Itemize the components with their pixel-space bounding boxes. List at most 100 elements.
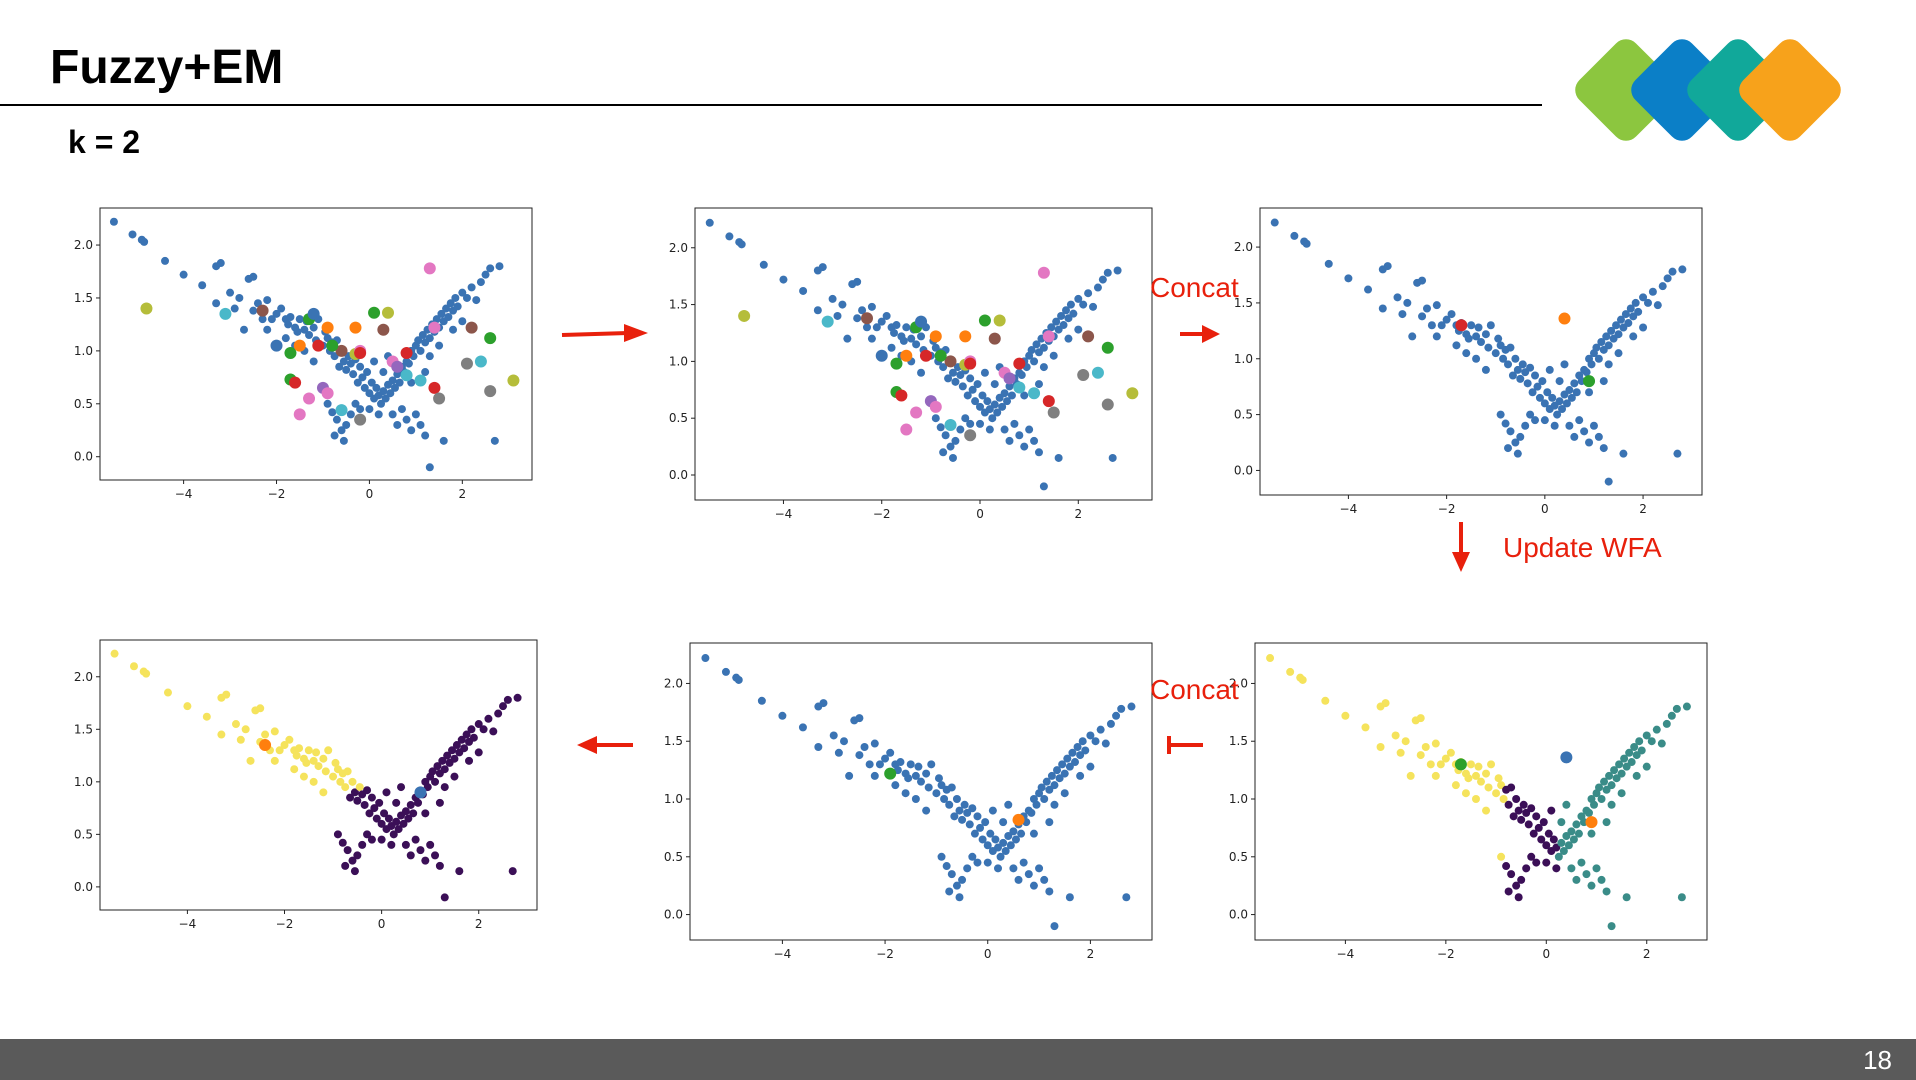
data-point <box>778 711 787 720</box>
data-point <box>386 389 395 398</box>
data-point <box>1507 870 1516 879</box>
data-point <box>343 846 352 855</box>
data-point <box>937 852 946 861</box>
cluster-center-point <box>284 346 297 359</box>
data-point <box>446 299 455 308</box>
brand-logo <box>1575 39 1841 141</box>
data-point <box>358 840 367 849</box>
cluster-center-point <box>978 314 991 327</box>
x-tick-label: 2 <box>1639 502 1647 516</box>
data-point <box>458 288 467 297</box>
data-point <box>479 725 488 734</box>
data-point <box>453 302 462 311</box>
data-point <box>961 414 970 423</box>
cluster-center-point <box>1012 813 1025 826</box>
data-point <box>1604 360 1613 369</box>
y-tick-label: 1.5 <box>74 291 93 305</box>
data-point <box>402 415 411 424</box>
data-point <box>1558 405 1567 414</box>
data-point <box>941 431 950 440</box>
data-point <box>1418 312 1427 321</box>
data-point <box>342 420 351 429</box>
data-point <box>932 789 941 798</box>
data-point <box>1017 371 1026 380</box>
x-tick-label: −4 <box>175 487 193 501</box>
data-point <box>1616 315 1625 324</box>
data-point <box>973 812 982 821</box>
data-point <box>1672 704 1681 713</box>
data-point <box>1663 274 1672 283</box>
data-point <box>1534 823 1543 832</box>
cluster-center-point <box>929 330 942 343</box>
concat-label-bottom: Concat <box>1150 674 1239 705</box>
data-point <box>1062 306 1071 315</box>
cluster-center-point <box>423 262 436 275</box>
data-point <box>1527 852 1536 861</box>
data-point <box>404 359 413 368</box>
data-point <box>1484 783 1493 792</box>
data-point <box>939 448 948 457</box>
arrow-left-1 <box>1167 736 1203 754</box>
data-point <box>462 293 471 302</box>
data-point <box>1086 762 1095 771</box>
data-point <box>1614 330 1623 339</box>
data-point <box>1607 781 1616 790</box>
data-point <box>226 288 235 297</box>
data-point <box>1482 806 1491 815</box>
x-tick-label: 2 <box>459 487 467 501</box>
cluster-center-point <box>1454 758 1467 771</box>
y-tick-label: 1.0 <box>74 344 93 358</box>
data-point <box>1604 477 1613 486</box>
data-point <box>1572 820 1581 829</box>
y-tick-label: 2.0 <box>74 670 93 684</box>
data-point <box>917 332 926 341</box>
data-point <box>1089 302 1098 311</box>
data-point <box>1627 758 1636 767</box>
cluster-center-point <box>821 315 834 328</box>
data-point <box>947 870 956 879</box>
arrow-right-2 <box>1180 325 1220 343</box>
data-point <box>295 315 304 324</box>
data-point <box>1025 425 1034 434</box>
data-point <box>1597 795 1606 804</box>
data-point <box>965 820 974 829</box>
data-point <box>328 408 337 417</box>
data-point <box>1011 835 1020 844</box>
data-point <box>421 809 430 818</box>
data-point <box>1643 298 1652 307</box>
data-point <box>267 315 276 324</box>
data-point <box>757 696 766 705</box>
data-point <box>1562 831 1571 840</box>
data-point <box>858 306 867 315</box>
data-point <box>1564 841 1573 850</box>
data-point <box>1000 425 1009 434</box>
data-point <box>1039 343 1048 352</box>
data-point <box>1565 386 1574 395</box>
data-point <box>855 751 864 760</box>
data-point <box>161 256 170 265</box>
data-point <box>1035 864 1044 873</box>
cluster-center-point <box>1013 381 1026 394</box>
data-point <box>438 756 447 765</box>
data-point <box>999 838 1008 847</box>
data-point <box>1504 444 1513 453</box>
data-point <box>907 334 916 343</box>
data-point <box>1512 795 1521 804</box>
data-point <box>1542 858 1551 867</box>
data-point <box>1024 870 1033 879</box>
data-point <box>1361 723 1370 732</box>
data-point <box>360 800 369 809</box>
y-tick-label: 2.0 <box>664 676 683 690</box>
data-point <box>1553 410 1562 419</box>
data-point <box>508 867 517 876</box>
page-number: 18 <box>1863 1045 1892 1075</box>
data-point <box>1474 323 1483 332</box>
data-point <box>356 362 365 371</box>
data-point <box>1621 310 1630 319</box>
data-point <box>377 399 386 408</box>
data-point <box>416 420 425 429</box>
data-point <box>994 864 1002 873</box>
data-point <box>963 808 972 817</box>
data-point <box>1492 789 1501 798</box>
data-point <box>845 771 854 780</box>
